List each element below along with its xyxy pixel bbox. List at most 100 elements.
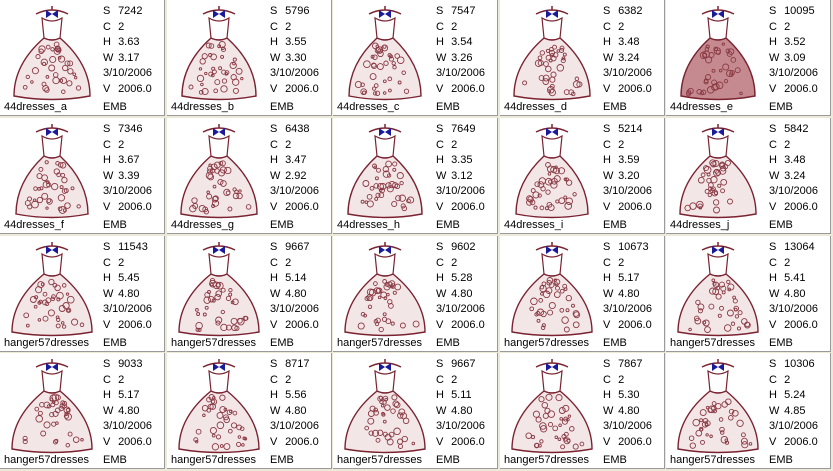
date: 3/10/2006: [270, 419, 332, 435]
version: V 2006.0: [769, 200, 831, 216]
width-label: W: [436, 404, 447, 417]
thumbnail: [8, 240, 96, 340]
height: H 5.24: [769, 388, 831, 404]
color-count-label: C: [769, 20, 777, 33]
version-value: 2006.0: [451, 200, 485, 213]
version-value: 2006.0: [118, 435, 152, 448]
version-value: 2006.0: [784, 200, 818, 213]
height: H 3.54: [436, 35, 498, 51]
color-count-value: 2: [118, 138, 125, 151]
design-filename: 44dresses_d: [504, 101, 567, 113]
stitch-count: S 8717: [270, 357, 332, 373]
color-count: C 2: [603, 20, 665, 36]
stitch-count-label: S: [436, 241, 444, 253]
height-value: 3.48: [784, 154, 806, 166]
file-format: EMB: [103, 454, 127, 466]
width: W 3.39: [103, 169, 165, 185]
thumbnail: [508, 4, 596, 104]
height-value: 5.45: [118, 272, 140, 284]
color-count-label: C: [103, 373, 111, 386]
date-value: 3/10/2006: [103, 67, 152, 79]
stitch-count-label: S: [603, 241, 611, 253]
stitch-count-label: S: [436, 5, 444, 17]
design-filename: hanger57dresses: [337, 454, 423, 466]
color-count-value: 2: [285, 256, 292, 269]
version-label: V: [103, 200, 111, 213]
width-value: 4.80: [618, 287, 640, 300]
width-label: W: [270, 404, 281, 417]
color-count-value: 2: [285, 20, 292, 33]
date: 3/10/2006: [603, 302, 665, 318]
dress-design-thumbnail: [677, 242, 759, 337]
dress-design-thumbnail: [11, 242, 93, 337]
width-value: 4.80: [118, 404, 140, 417]
date: 3/10/2006: [769, 419, 831, 435]
version-value: 2006.0: [118, 82, 152, 95]
height: H 5.28: [436, 271, 498, 287]
width-label: W: [603, 169, 614, 182]
stitch-count-label: S: [769, 5, 777, 17]
stitch-count: S 7547: [436, 4, 498, 20]
height-label: H: [103, 272, 111, 284]
thumbnail: [341, 122, 429, 222]
height-label: H: [603, 154, 611, 166]
height: H 5.41: [769, 271, 831, 287]
stitch-count-value: 13064: [784, 241, 815, 253]
version-value: 2006.0: [285, 82, 319, 95]
width-value: 3.30: [285, 51, 307, 64]
color-count-value: 2: [618, 373, 625, 386]
height-value: 3.52: [784, 36, 806, 48]
color-count-label: C: [769, 373, 777, 386]
height-label: H: [769, 272, 777, 284]
stitch-count-value: 9602: [451, 241, 476, 253]
dress-design-thumbnail: [511, 359, 593, 454]
color-count-label: C: [103, 20, 111, 33]
version-value: 2006.0: [118, 200, 152, 213]
color-count-value: 2: [618, 20, 625, 33]
stitch-count: S 11543: [103, 240, 165, 256]
stitch-count: S 5796: [270, 4, 332, 20]
stitch-count: S 7346: [103, 122, 165, 138]
file-format: EMB: [769, 219, 793, 231]
width: W 3.20: [603, 169, 665, 185]
thumbnail: [508, 122, 596, 222]
design-filename: hanger57dresses: [4, 337, 90, 349]
height-value: 5.41: [784, 272, 806, 284]
design-filename: 44dresses_b: [171, 101, 234, 113]
color-count: C 2: [603, 138, 665, 154]
design-filename: 44dresses_g: [171, 219, 234, 231]
stitch-count-label: S: [103, 123, 111, 135]
version-label: V: [270, 435, 278, 448]
stitch-count-value: 7867: [618, 358, 643, 370]
file-format: EMB: [436, 454, 460, 466]
width-value: 3.39: [118, 169, 140, 182]
dress-design-thumbnail: [15, 124, 89, 219]
version-label: V: [603, 82, 611, 95]
